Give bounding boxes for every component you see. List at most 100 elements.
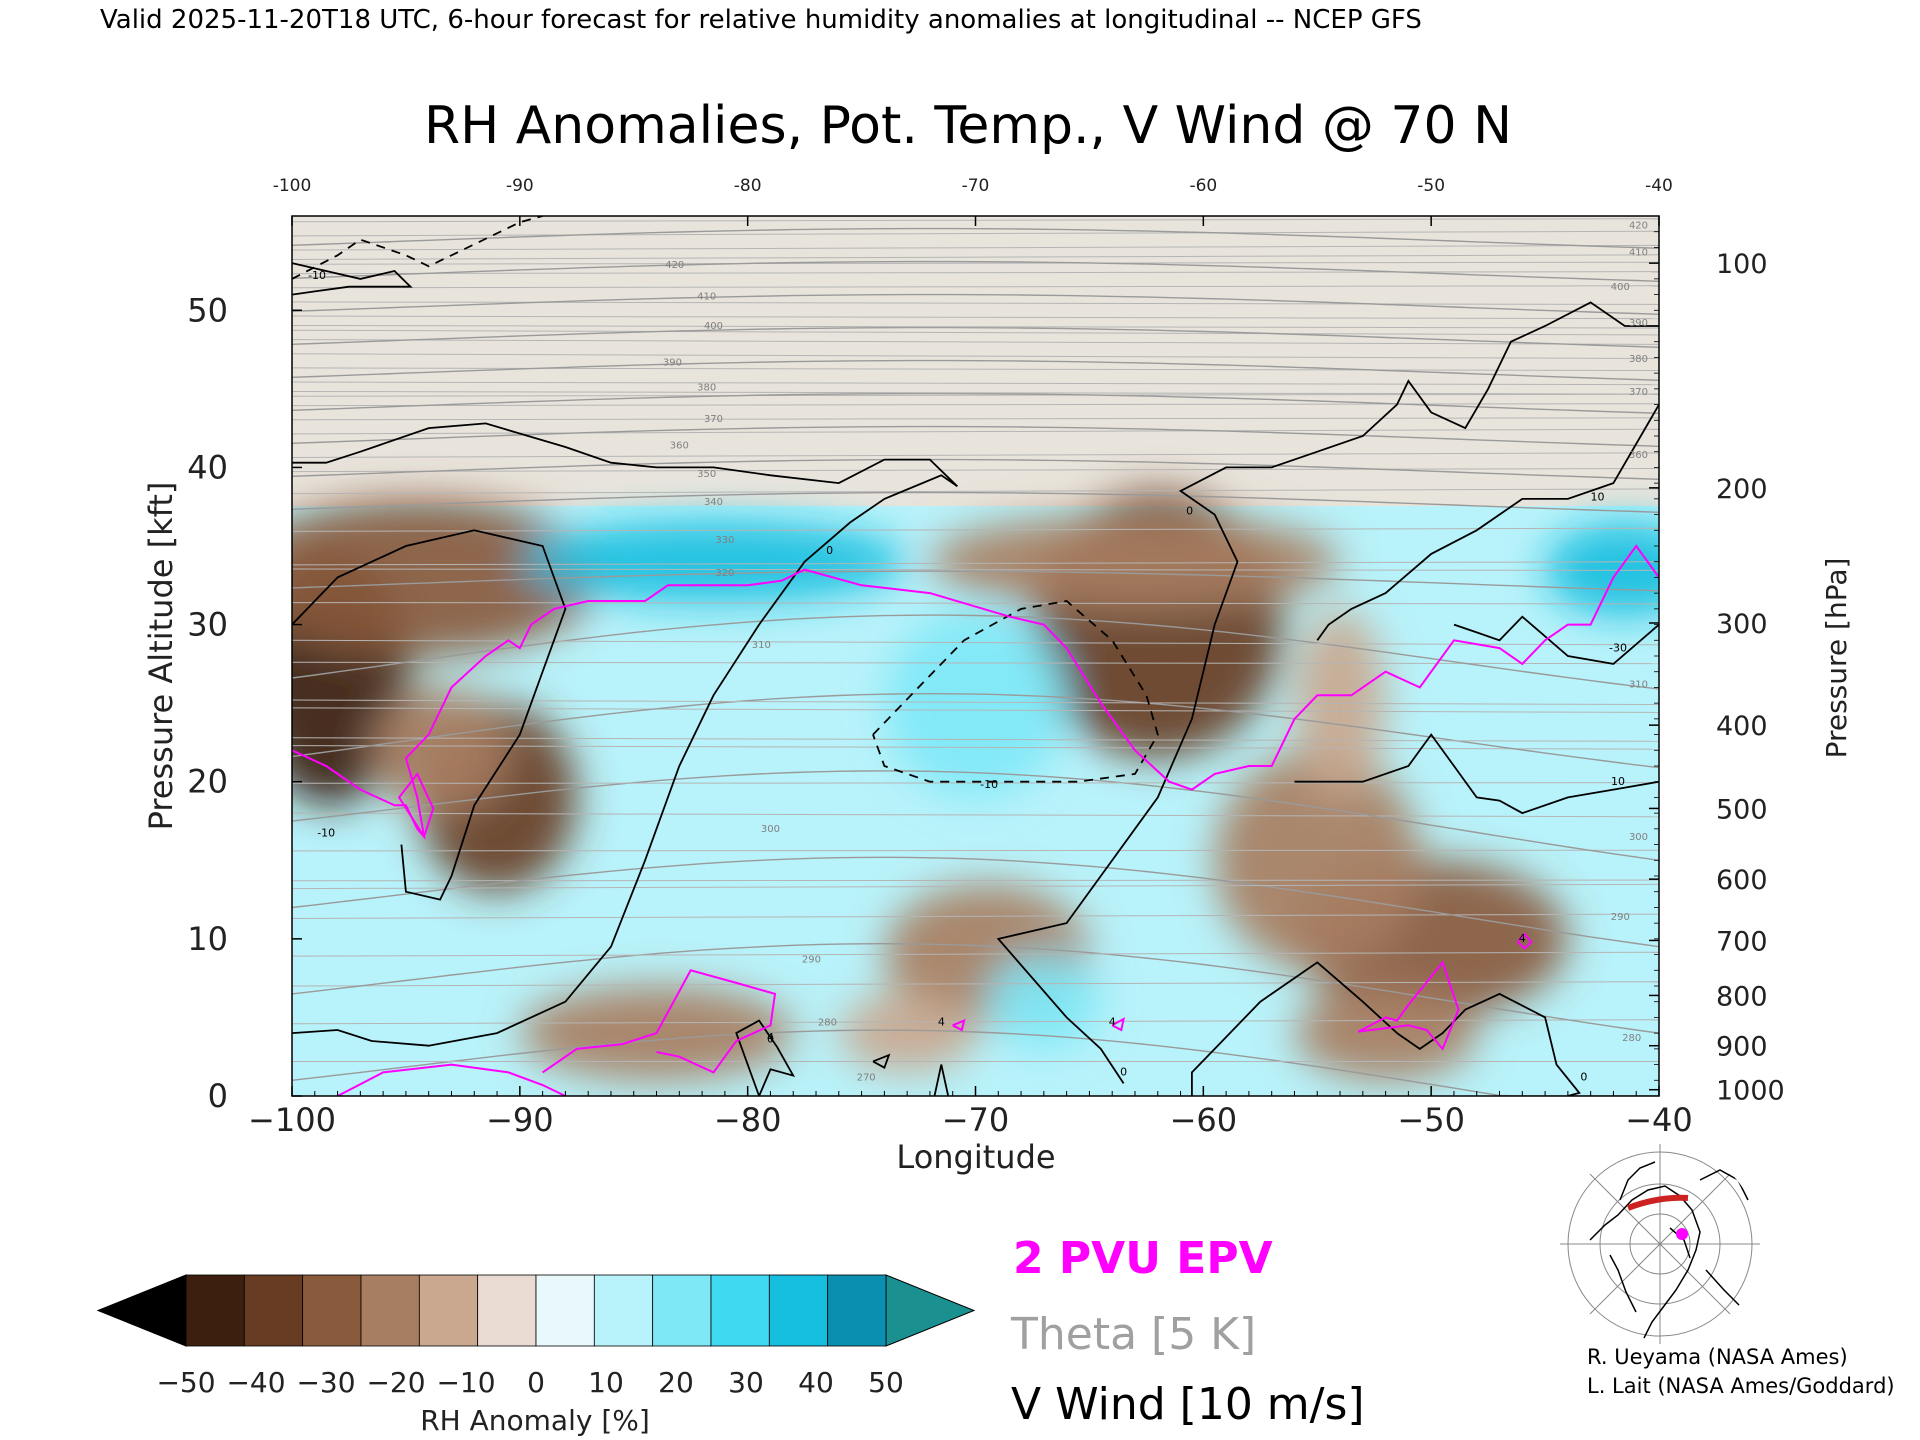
colorbar-tick-8: 30 xyxy=(728,1366,764,1399)
theta-minor-320-0 xyxy=(292,639,1659,646)
x-top-tick-label-5: -50 xyxy=(1417,176,1445,196)
vwind-contour-4 xyxy=(933,1064,950,1096)
contour-label-2: 0 xyxy=(1186,505,1193,518)
contour-label-13: 4 xyxy=(1109,1015,1116,1028)
plot-area: 2702802802902903003003103103203303403503… xyxy=(187,176,1785,1139)
theta-minor-290-0 xyxy=(292,883,1659,890)
rh-blob-12 xyxy=(838,993,976,1073)
epv-contour-6 xyxy=(1357,960,1460,1051)
pressure-axis-label: Pressure [hPa] xyxy=(1820,558,1853,759)
contour-label-5: 0 xyxy=(1580,1070,1587,1083)
vwind-contour-3 xyxy=(872,1053,891,1069)
contour-label-7: -10 xyxy=(317,827,335,840)
theta-label-10: 330 xyxy=(715,535,734,546)
x-top-tick-label-1: -90 xyxy=(506,176,534,196)
contour-labels: 270 280 280 290 290 300 300 310 310 320 330 340 350 3… xyxy=(308,221,1648,1084)
colorbar-tick-0: −50 xyxy=(156,1366,215,1399)
colorbar-tick-4: −10 xyxy=(436,1366,495,1399)
chart-title: RH Anomalies, Pot. Temp., V Wind @ 70 N xyxy=(424,96,1512,156)
colorbar-swatch-1 xyxy=(243,1274,304,1347)
y-tick-label-0: 0 xyxy=(208,1077,228,1115)
theta-contour-390 xyxy=(292,326,1659,348)
valid-line: Valid 2025-11-20T18 UTC, 6-hour forecast… xyxy=(100,5,1422,35)
theta-contour-310 xyxy=(292,692,1659,769)
theta-minor-410-0 xyxy=(292,254,1659,260)
colorbar-tick-3: −20 xyxy=(366,1366,425,1399)
theta-label-25: 420 xyxy=(665,260,684,271)
contour-label-4: 0 xyxy=(1120,1066,1127,1079)
colorbar-swatch-10 xyxy=(768,1274,829,1347)
credit-line-2: L. Lait (NASA Ames/Goddard) xyxy=(1587,1374,1895,1398)
rh-blob-7 xyxy=(1545,522,1659,617)
theta-label-26: 420 xyxy=(1629,221,1648,232)
theta-minor-280-0 xyxy=(292,951,1659,957)
pressure-tick-label-7: 800 xyxy=(1716,981,1768,1012)
contour-label-3: 0 xyxy=(767,1033,774,1046)
colorbar-swatch-11 xyxy=(827,1274,887,1347)
theta-label-14: 360 xyxy=(1629,450,1648,461)
epv-contour-5 xyxy=(1111,1017,1126,1032)
x-tick-label-0: −100 xyxy=(248,1101,336,1139)
theta-label-18: 380 xyxy=(1629,354,1648,365)
theta-label-20: 390 xyxy=(1629,318,1648,329)
theta-label-22: 400 xyxy=(1611,282,1630,293)
theta-minor-350-2 xyxy=(292,381,1659,386)
y-axis-label: Pressure Altitude [kft] xyxy=(142,482,180,831)
colorbar-swatch-5 xyxy=(477,1274,537,1347)
epv-contour-4 xyxy=(952,1018,966,1032)
colorbar-max-arrow xyxy=(885,1274,976,1347)
theta-minor-310-1 xyxy=(292,699,1659,706)
theta-contours xyxy=(292,218,1659,1096)
theta-minor-330-0 xyxy=(292,568,1659,571)
theta-minor-380-0 xyxy=(292,339,1659,345)
rh-blob-6 xyxy=(929,514,1341,609)
colorbar-label: RH Anomaly [%] xyxy=(420,1404,650,1437)
theta-contour-350 xyxy=(292,458,1659,480)
pressure-tick-label-0: 100 xyxy=(1716,249,1768,280)
y-tick-label-1: 10 xyxy=(187,920,228,958)
theta-minor-380-2 xyxy=(292,261,1659,265)
colorbar-tick-10: 50 xyxy=(868,1366,904,1399)
theta-minor-370-2 xyxy=(292,315,1659,320)
theta-contour-410 xyxy=(292,260,1659,282)
map-coastline xyxy=(1589,1161,1749,1339)
contour-label-1: 0 xyxy=(826,544,833,557)
epv-contour-0 xyxy=(292,544,1659,841)
theta-minor-280-1 xyxy=(292,913,1659,919)
theta-label-6: 300 xyxy=(1629,832,1648,843)
theta-contour-270 xyxy=(292,1029,1659,1096)
theta-minor-400-1 xyxy=(292,230,1659,237)
theta-label-12: 350 xyxy=(697,469,716,480)
pressure-tick-label-2: 300 xyxy=(1716,609,1768,640)
colorbar-tick-1: −40 xyxy=(226,1366,285,1399)
pressure-tick-label-6: 700 xyxy=(1716,926,1768,957)
theta-minor-320-1 xyxy=(292,602,1659,605)
colorbar-swatch-6 xyxy=(535,1274,595,1347)
theta-label-1: 280 xyxy=(818,1017,837,1028)
colorbar-tick-7: 20 xyxy=(658,1366,694,1399)
pressure-tick-label-9: 1000 xyxy=(1716,1076,1785,1107)
colorbar-swatch-2 xyxy=(302,1274,362,1347)
theta-minor-320-2 xyxy=(292,561,1659,566)
colorbar-swatch-8 xyxy=(652,1274,712,1347)
colorbar-tick-2: −30 xyxy=(296,1366,355,1399)
x-tick-label-6: −40 xyxy=(1625,1101,1693,1139)
theta-contour-300 xyxy=(292,770,1659,861)
theta-contour-360 xyxy=(292,425,1659,447)
colorbar-swatch-4 xyxy=(418,1274,479,1347)
map-section-track xyxy=(1626,1194,1689,1211)
vwind-contour-13 xyxy=(872,600,1159,783)
theta-minor-280-2 xyxy=(292,879,1659,882)
theta-label-2: 280 xyxy=(1622,1033,1641,1044)
rh-blob-16 xyxy=(986,954,1101,1049)
colorbar-swatch-7 xyxy=(593,1274,654,1347)
contour-label-8: -10 xyxy=(980,778,998,791)
x-tick-label-5: −50 xyxy=(1397,1101,1465,1139)
colorbar-swatch-3 xyxy=(360,1274,420,1347)
theta-minor-360-0 xyxy=(292,403,1659,407)
rh-blob-15 xyxy=(884,608,1067,798)
contour-label-10: 10 xyxy=(1611,775,1625,788)
epv-contour-7 xyxy=(1516,932,1533,950)
vwind-contour-1 xyxy=(292,422,958,487)
